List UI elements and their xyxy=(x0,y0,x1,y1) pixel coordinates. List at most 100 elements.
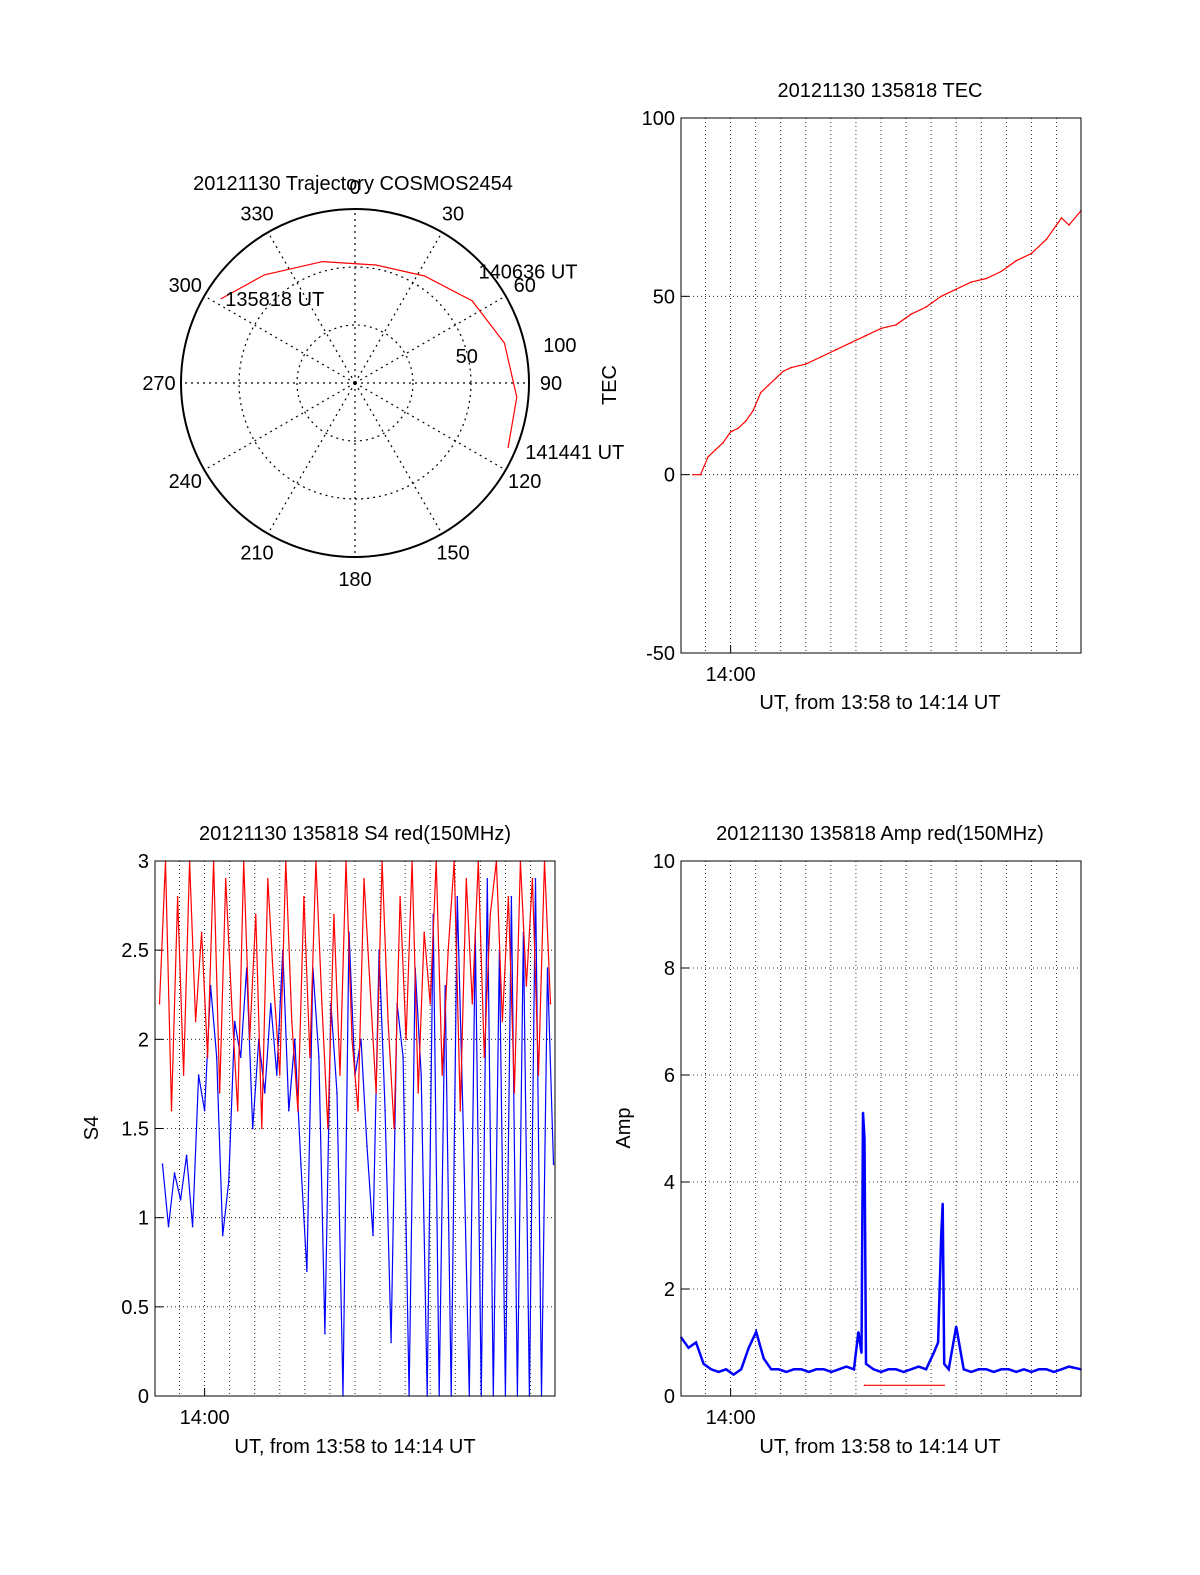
s4-data-point xyxy=(339,1074,341,1076)
amp-data-point xyxy=(955,1325,957,1328)
amp-x-tick-labels: 14:00 xyxy=(706,1407,756,1429)
tec-data-point xyxy=(789,366,792,369)
tec-y-tick-label: 50 xyxy=(653,286,675,308)
amp-data-point xyxy=(1023,1368,1025,1371)
s4-series xyxy=(158,860,555,1397)
s4-data-point xyxy=(471,1002,474,1005)
tec-data-point xyxy=(970,281,973,283)
tec-data-point xyxy=(985,277,988,280)
tec-y-tick-label: -50 xyxy=(646,643,675,665)
tec-data-point xyxy=(707,456,709,458)
tec-series-line xyxy=(693,210,1082,476)
s4-data-point xyxy=(336,1092,338,1094)
s4-data-point xyxy=(306,1270,308,1272)
amp-data-point xyxy=(1045,1368,1048,1371)
s4-data-point xyxy=(387,1020,389,1023)
amp-data-point xyxy=(1015,1371,1018,1373)
amp-data-point xyxy=(1068,1365,1070,1368)
s4-data-point xyxy=(534,878,537,880)
amp-data-point xyxy=(747,1347,750,1349)
amp-y-tick-label: 8 xyxy=(664,958,675,980)
s4-data-point xyxy=(309,1056,311,1058)
s4-data-point xyxy=(224,878,227,880)
polar-azimuth-label: 270 xyxy=(142,373,175,395)
s4-data-point xyxy=(513,1092,516,1094)
amp-data-point xyxy=(710,1368,712,1371)
polar-spoke-60 xyxy=(354,295,506,384)
amp-data-point xyxy=(937,1341,939,1344)
tec-data-point xyxy=(880,327,882,330)
s4-data-point xyxy=(390,1341,392,1344)
s4-data-point xyxy=(161,1163,164,1165)
s4-data-point xyxy=(420,1074,422,1076)
polar-grid xyxy=(180,208,530,558)
s4-data-point xyxy=(251,1127,254,1130)
s4-data-point xyxy=(200,931,203,934)
polar-annotations: 135818 UT 140636 UT 141441 UT xyxy=(225,262,624,464)
s4-series-line xyxy=(161,878,555,1397)
amp-data-point xyxy=(853,1368,855,1371)
s4-y-tick-labels: 3 2.5 2 1.5 1 0.5 0 xyxy=(121,851,149,1408)
s4-data-point xyxy=(203,1109,206,1112)
polar-ring-30 xyxy=(296,324,414,442)
amp-data-point xyxy=(863,1384,866,1387)
s4-data-point xyxy=(501,1020,504,1023)
tec-data-point xyxy=(774,377,777,380)
tec-title: 20121130 135818 TEC xyxy=(778,80,983,102)
s4-y-tick-label: 3 xyxy=(138,851,149,873)
tec-xlabel: UT, from 13:58 to 14:14 UT xyxy=(759,692,1000,714)
s4-data-point xyxy=(297,1109,299,1112)
amp-series xyxy=(679,1111,1082,1387)
tec-data-point xyxy=(699,473,702,476)
amp-data-point xyxy=(792,1368,795,1371)
s4-data-point xyxy=(194,1020,197,1023)
polar-azimuth-label: 150 xyxy=(436,543,469,565)
tec-panel: 20121130 135818 TEC 100 50 0 -50 14:00 UT, … xyxy=(599,80,1082,714)
amp-data-point xyxy=(800,1368,803,1371)
amp-data-point xyxy=(762,1357,765,1360)
amp-data-point xyxy=(863,1138,866,1140)
s4-data-point xyxy=(303,895,305,898)
amp-data-point xyxy=(992,1371,995,1373)
amp-data-point xyxy=(932,1352,935,1354)
s4-data-point xyxy=(215,1056,218,1058)
s4-data-point xyxy=(170,1109,173,1112)
amp-data-point xyxy=(862,1111,864,1114)
amp-data-point xyxy=(977,1368,980,1371)
s4-data-point xyxy=(279,1074,281,1076)
amp-data-point xyxy=(985,1368,988,1371)
s4-data-point xyxy=(537,1074,540,1076)
s4-data-point xyxy=(218,1092,221,1094)
s4-data-point xyxy=(441,1074,444,1076)
amp-data-point xyxy=(830,1371,833,1373)
s4-data-point xyxy=(269,1002,272,1005)
s4-data-point xyxy=(444,985,447,987)
s4-data-point xyxy=(459,1109,462,1112)
tec-y-tick-label: 0 xyxy=(664,465,675,487)
amp-data-point xyxy=(732,1373,735,1376)
s4-data-point xyxy=(321,1002,323,1005)
amp-data-point xyxy=(770,1368,773,1371)
polar-azimuth-label: 210 xyxy=(240,543,273,565)
polar-track xyxy=(220,260,518,449)
tec-data-point xyxy=(759,391,762,394)
tec-data-point xyxy=(1015,259,1018,262)
tec-data-point xyxy=(714,448,717,451)
s4-plot-frame xyxy=(154,860,556,1397)
s4-data-point xyxy=(167,1225,170,1228)
amp-data-point xyxy=(725,1368,727,1371)
s4-data-point xyxy=(185,1154,188,1157)
amp-data-point xyxy=(860,1352,863,1354)
polar-panel: 20121130 Trajectory COSMOS2454 0 30 60 90 12… xyxy=(142,173,624,591)
amp-data-point xyxy=(947,1368,950,1371)
polar-spoke-210 xyxy=(267,382,356,534)
s4-series-line xyxy=(158,860,552,1129)
amp-data-point xyxy=(887,1368,890,1371)
amp-data-point xyxy=(755,1331,757,1333)
amp-data-point xyxy=(925,1368,927,1371)
tec-data-point xyxy=(1068,224,1070,226)
s4-y-tick-label: 0 xyxy=(138,1386,149,1408)
amp-data-point xyxy=(1038,1368,1040,1371)
polar-spoke-300 xyxy=(204,295,356,384)
tec-y-tick-label: 100 xyxy=(642,108,675,130)
